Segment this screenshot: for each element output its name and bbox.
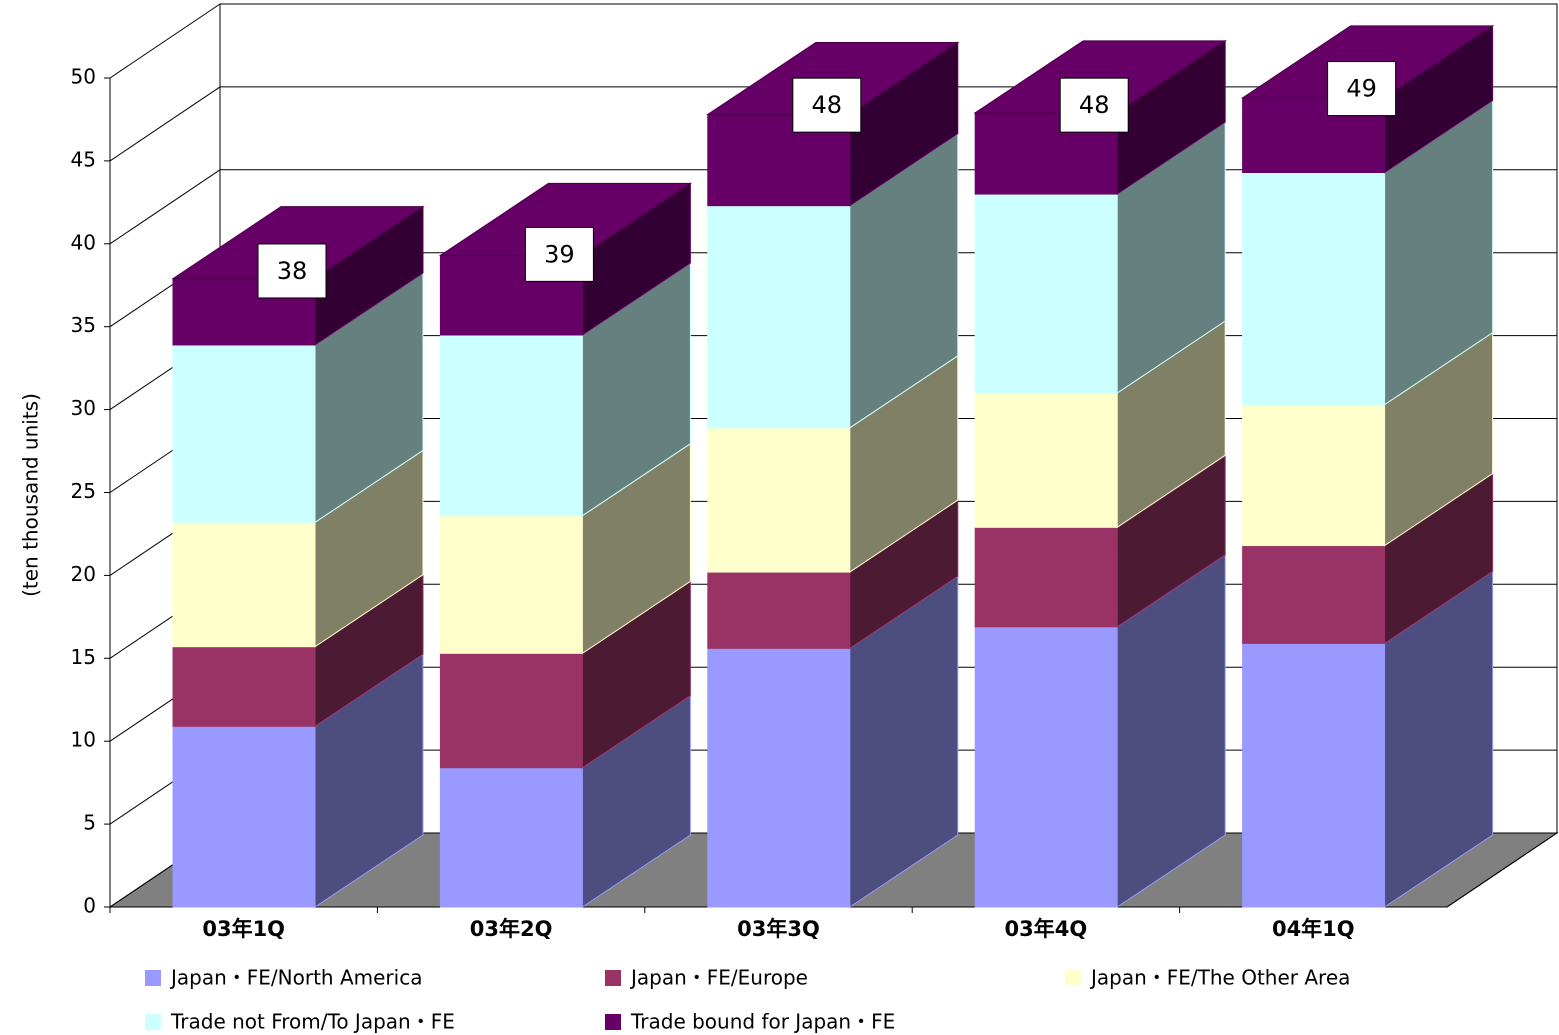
bar-segment (439, 767, 583, 908)
y-tick-label: 45 (71, 147, 96, 171)
bar-segment (974, 193, 1118, 394)
data-label: 48 (812, 91, 843, 119)
bar-segment (707, 427, 851, 573)
y-tick-label: 25 (71, 479, 96, 503)
y-tick-label: 30 (71, 396, 96, 420)
data-label-box (257, 243, 327, 299)
x-tick-label: 03年1Q (202, 917, 285, 941)
legend-label: Japan・FE/North America (169, 966, 422, 990)
bar-segment (974, 626, 1118, 908)
y-tick-label: 20 (71, 562, 96, 586)
y-axis-label: (ten thousand units) (19, 393, 43, 597)
bar-segment (439, 652, 583, 769)
data-label-box (792, 77, 862, 133)
x-tick-label: 04年1Q (1272, 917, 1355, 941)
data-label-box (1327, 61, 1397, 117)
data-label: 49 (1346, 75, 1377, 103)
legend-label: Trade bound for Japan・FE (630, 1010, 895, 1034)
x-tick-label: 03年4Q (1005, 917, 1088, 941)
bar-segment (1242, 172, 1386, 406)
legend-swatch (605, 1014, 621, 1030)
data-label-box (524, 226, 594, 282)
y-tick-label: 35 (71, 313, 96, 337)
bar-segment (439, 515, 583, 654)
bar-segment (1242, 545, 1386, 644)
y-tick-label: 5 (83, 811, 96, 835)
y-tick-label: 40 (71, 230, 96, 254)
bar-segment (707, 571, 851, 649)
legend-label: Japan・FE/Europe (629, 966, 808, 990)
bar-segment (1242, 404, 1386, 547)
x-axis-depth (1446, 832, 1558, 908)
legend-swatch (605, 970, 621, 986)
data-label-box (1059, 77, 1129, 133)
legend-label: Japan・FE/The Other Area (1089, 966, 1350, 990)
x-tick-label: 03年3Q (737, 917, 820, 941)
bar-segment (707, 205, 851, 429)
x-tick-label: 03年2Q (470, 917, 553, 941)
bar-segment (974, 392, 1118, 528)
y-tick-label: 15 (71, 645, 96, 669)
bar-segment (974, 526, 1118, 628)
bar-segment (172, 646, 316, 727)
grid-line (109, 3, 221, 79)
y-tick-label: 10 (71, 728, 96, 752)
bar-segment (707, 647, 851, 908)
y-tick-label: 0 (83, 894, 96, 918)
data-label: 38 (277, 257, 308, 285)
bar-segment (1242, 642, 1386, 908)
grid-line (109, 169, 221, 245)
bar-segment (172, 344, 316, 523)
legend-swatch (145, 1014, 161, 1030)
data-label: 39 (544, 240, 575, 268)
y-tick-label: 50 (71, 65, 96, 89)
bar-segment (172, 725, 316, 908)
legend-swatch (145, 970, 161, 986)
legend-label: Trade not From/To Japan・FE (170, 1010, 455, 1034)
bar-segment (439, 334, 583, 517)
grid-line (109, 86, 221, 162)
data-label: 48 (1079, 91, 1110, 119)
legend-swatch (1065, 970, 1081, 986)
bar-segment (172, 521, 316, 648)
